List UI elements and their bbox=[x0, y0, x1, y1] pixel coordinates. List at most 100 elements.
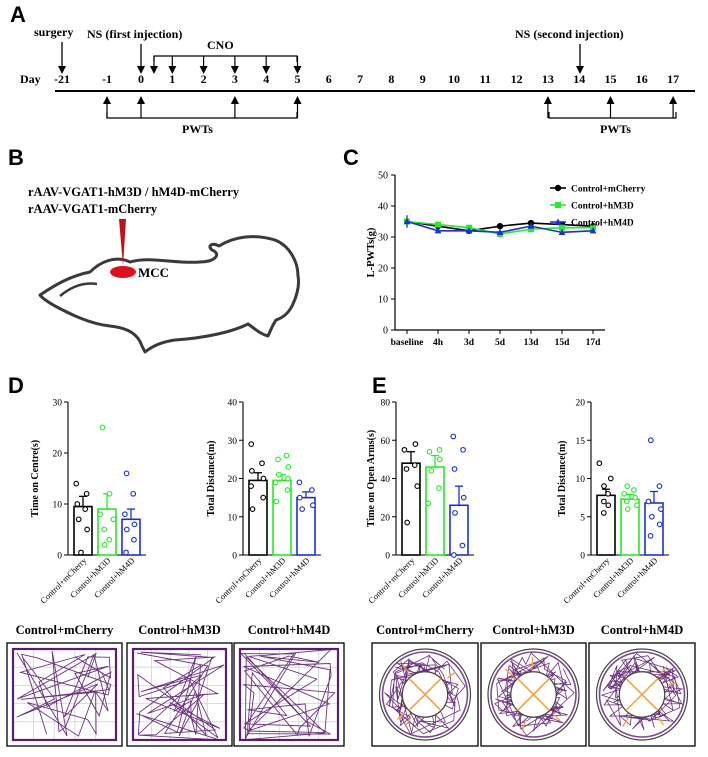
e-tracks-cross bbox=[408, 678, 442, 711]
d2-chart-point bbox=[248, 483, 254, 490]
timeline-day-17: 17 bbox=[667, 72, 679, 86]
d2-chart-point bbox=[296, 479, 303, 486]
second-injection-label: NS (second injection) bbox=[515, 27, 624, 41]
e2-chart-point bbox=[634, 502, 640, 509]
d1-chart-point bbox=[106, 490, 113, 497]
e1-chart-ytick-label: 0 bbox=[385, 552, 390, 562]
d-tracks-wall-track bbox=[238, 647, 340, 742]
e-tracks-cross bbox=[625, 678, 659, 711]
d1-chart-point bbox=[82, 506, 89, 512]
c-ylabel: L-PWTs(g) bbox=[366, 227, 377, 277]
cno-label: CNO bbox=[207, 38, 234, 52]
d-tracks-movement-track bbox=[136, 651, 225, 741]
timeline-day-14: 14 bbox=[573, 72, 585, 86]
e1-chart-point bbox=[404, 519, 411, 526]
d-tracks-label-0: Control+mCherry bbox=[16, 623, 115, 637]
c-point bbox=[434, 227, 442, 234]
d1-chart-point bbox=[97, 511, 103, 518]
d-tracks-label-1: Control+hM3D bbox=[138, 623, 221, 637]
e-tracks-wall-track bbox=[490, 651, 577, 738]
e2-chart-point bbox=[607, 475, 614, 482]
panel-b-label: B bbox=[8, 145, 24, 170]
d2-chart-point bbox=[296, 494, 303, 501]
d1-chart-point bbox=[78, 549, 84, 556]
e1-chart-point bbox=[428, 468, 435, 474]
e2-chart-point bbox=[624, 506, 631, 512]
e2-chart-point bbox=[601, 483, 607, 490]
e-tracks-open-arm-mark bbox=[659, 666, 668, 675]
d2-chart-point bbox=[285, 475, 291, 482]
e-tracks-open-arm-mark bbox=[505, 668, 514, 677]
d1-chart-ytick-label: 20 bbox=[53, 450, 63, 460]
c-legend-label: Control+hM3D bbox=[571, 202, 634, 212]
e1-chart-point bbox=[436, 485, 442, 491]
d2-chart-point bbox=[283, 452, 290, 459]
e1-chart-point bbox=[459, 542, 466, 549]
e2-chart-point bbox=[648, 513, 655, 520]
timeline-day-13: 13 bbox=[542, 72, 554, 86]
d1-chart-point bbox=[83, 490, 90, 497]
e1-chart-point bbox=[401, 446, 408, 453]
e2-chart-point bbox=[605, 502, 612, 509]
d2-chart-ytick-label: 0 bbox=[232, 552, 237, 562]
d2-chart-point bbox=[272, 479, 279, 486]
c-ytick-label: 0 bbox=[383, 326, 388, 337]
e1-chart-point bbox=[460, 494, 467, 501]
c-point bbox=[465, 227, 473, 234]
c-point bbox=[527, 222, 535, 229]
d1-chart-ytick-label: 30 bbox=[53, 399, 63, 409]
cno-bracket bbox=[153, 55, 298, 62]
e-tracks-label-2: Control+hM4D bbox=[601, 623, 684, 637]
panel-a: A surgery NS (first injection) NS (secon… bbox=[10, 2, 695, 136]
panel-c-label: C bbox=[343, 145, 359, 170]
e-tracks-open-arm-mark bbox=[404, 717, 412, 727]
e-tracks-open-arm-mark bbox=[401, 664, 410, 673]
d1-chart-point bbox=[84, 526, 90, 533]
timeline-day-9: 9 bbox=[420, 72, 426, 86]
e1-chart-ytick-label: 60 bbox=[381, 437, 391, 447]
panel-e: E 0 20 40 60 80 Time on Open Arms(s) Control+m… bbox=[366, 373, 696, 747]
e1-chart-point bbox=[436, 446, 443, 453]
c-ytick-label: 40 bbox=[378, 202, 388, 213]
e-tracks-wall-track bbox=[381, 651, 469, 738]
e2-chart-ytick-label: 0 bbox=[580, 552, 585, 562]
timeline-day-7: 7 bbox=[357, 72, 363, 86]
timeline-day-15: 15 bbox=[605, 72, 617, 86]
pwt-line-chart: 0 10 20 30 40 50 baseline 4h 3d 5d 13d 15d 17d L-PWTs… bbox=[366, 171, 646, 349]
e2-chart-point bbox=[632, 494, 639, 501]
e2-chart-point bbox=[621, 490, 628, 497]
e1-chart-ytick-label: 40 bbox=[381, 475, 391, 485]
e2-chart-point bbox=[624, 483, 631, 490]
d2-chart-point bbox=[275, 471, 282, 478]
open-field-track-images: Control+mCherry Control+hM3D Control+hM4D bbox=[6, 623, 345, 747]
timeline-day--1: -1 bbox=[102, 72, 112, 86]
c-legend-label: Control+mCherry bbox=[571, 185, 646, 195]
d2-chart-point bbox=[309, 502, 316, 509]
d1-chart-point bbox=[131, 536, 137, 543]
d1-chart-point bbox=[75, 516, 82, 523]
e-tracks-label-1: Control+hM3D bbox=[492, 623, 575, 637]
injection-needle bbox=[119, 219, 126, 266]
e1-chart-ylabel: Time on Open Arms(s) bbox=[366, 430, 377, 527]
e-tracks-open-arm-mark bbox=[657, 716, 665, 726]
d2-chart-ytick-label: 10 bbox=[228, 513, 238, 523]
d1-chart-ytick-label: 0 bbox=[57, 552, 62, 562]
day-label: Day bbox=[20, 72, 41, 86]
d2-chart-point bbox=[249, 506, 256, 512]
timeline-day-10: 10 bbox=[448, 72, 460, 86]
e2-chart-ytick-label: 10 bbox=[576, 475, 586, 485]
d1-chart-point bbox=[101, 526, 107, 533]
d2-chart-ytick-label: 40 bbox=[228, 399, 238, 409]
d-tracks-frame-2 bbox=[233, 642, 345, 747]
e2-chart-point bbox=[596, 460, 603, 467]
c-ytick-label: 20 bbox=[378, 264, 388, 275]
e1-chart-bar-1 bbox=[425, 466, 445, 556]
d1-chart-point bbox=[99, 424, 106, 431]
d2-chart-point bbox=[275, 456, 281, 463]
e1-chart-point bbox=[451, 466, 458, 472]
d1-chart-point bbox=[123, 549, 129, 556]
e2-chart-point bbox=[600, 510, 607, 516]
